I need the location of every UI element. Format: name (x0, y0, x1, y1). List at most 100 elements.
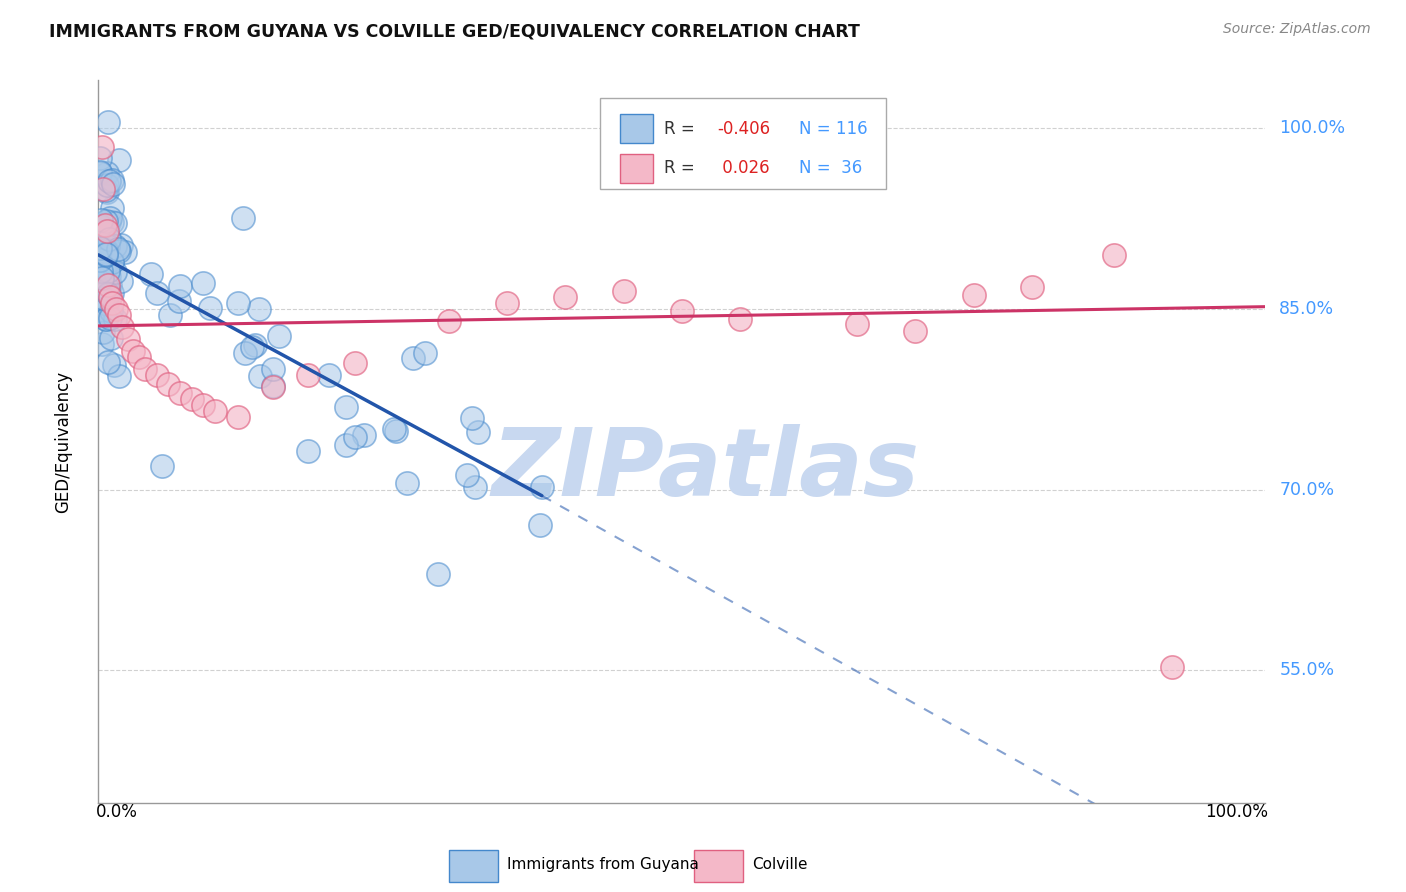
Point (89, 166, 111, 180)
Point (93, 236, 115, 251)
Text: N = 116: N = 116 (799, 120, 868, 137)
Text: Immigrants from Guyana: Immigrants from Guyana (508, 856, 699, 871)
Bar (449, 850, 498, 882)
Point (232, 211, 254, 225)
Point (91, 242, 114, 256)
Text: R =: R = (665, 160, 700, 178)
Point (90, 264, 112, 278)
Point (110, 237, 132, 252)
Point (1021, 280, 1043, 294)
Point (91, 291, 114, 305)
Point (90, 290, 112, 304)
FancyBboxPatch shape (600, 98, 886, 189)
Point (344, 430, 367, 444)
Point (204, 404, 226, 418)
Text: 100.0%: 100.0% (1279, 120, 1346, 137)
Point (318, 368, 340, 382)
Point (467, 425, 489, 440)
Point (413, 346, 436, 360)
Point (134, 362, 156, 376)
Point (91, 268, 114, 283)
Point (90, 139, 112, 153)
Point (111, 320, 134, 334)
Point (90, 251, 112, 265)
Point (104, 216, 127, 230)
Point (193, 276, 215, 290)
Point (94, 291, 117, 305)
Point (100, 285, 122, 300)
Point (94, 244, 117, 259)
Point (97, 115, 120, 129)
Point (297, 443, 319, 458)
Point (198, 301, 221, 316)
Point (335, 401, 357, 415)
Point (249, 369, 271, 384)
Point (94, 214, 117, 228)
Point (1161, 659, 1184, 673)
Point (962, 287, 984, 301)
Point (456, 468, 478, 483)
Point (382, 421, 405, 435)
Point (461, 411, 484, 425)
Point (89, 165, 111, 179)
Point (97, 174, 120, 188)
Point (233, 345, 256, 359)
Point (94, 245, 117, 260)
Point (107, 243, 129, 257)
Point (114, 245, 136, 260)
Text: Colville: Colville (752, 856, 807, 871)
Bar (620, 154, 652, 183)
Bar (693, 850, 742, 882)
Point (437, 314, 460, 328)
Point (385, 424, 408, 438)
Point (94, 270, 117, 285)
Point (100, 303, 122, 318)
Text: 55.0%: 55.0% (1279, 661, 1334, 680)
Point (228, 296, 250, 310)
Bar (620, 114, 652, 143)
Point (139, 267, 162, 281)
Text: N =  36: N = 36 (799, 160, 862, 178)
Point (180, 392, 202, 407)
Point (464, 480, 486, 494)
Text: 85.0%: 85.0% (1279, 300, 1334, 318)
Point (262, 380, 284, 394)
Point (101, 201, 124, 215)
Text: 100.0%: 100.0% (1205, 803, 1268, 821)
Point (98, 311, 121, 326)
Point (169, 279, 191, 293)
Text: R =: R = (665, 120, 700, 137)
Point (96, 248, 118, 262)
Point (89, 302, 111, 317)
Point (846, 317, 869, 331)
Point (262, 362, 284, 376)
Point (101, 254, 124, 268)
Text: IMMIGRANTS FROM GUYANA VS COLVILLE GED/EQUIVALENCY CORRELATION CHART: IMMIGRANTS FROM GUYANA VS COLVILLE GED/E… (49, 22, 860, 40)
Point (94, 243, 117, 257)
Point (247, 301, 270, 316)
Point (108, 153, 131, 168)
Point (613, 284, 636, 298)
Point (89, 241, 111, 255)
Point (108, 244, 131, 259)
Point (97, 264, 120, 278)
Point (96, 297, 118, 311)
Point (96, 224, 118, 238)
Point (104, 312, 127, 326)
Point (97, 286, 120, 301)
Point (90, 213, 112, 227)
Point (243, 338, 266, 352)
Point (297, 368, 319, 383)
Point (93, 224, 115, 238)
Point (91, 271, 114, 285)
Point (335, 438, 357, 452)
Point (228, 410, 250, 425)
Point (108, 369, 131, 384)
Y-axis label: GED/Equivalency: GED/Equivalency (53, 370, 72, 513)
Point (103, 239, 125, 253)
Point (150, 458, 173, 473)
Point (426, 567, 449, 582)
Point (98, 277, 121, 292)
Text: -0.406: -0.406 (717, 120, 770, 137)
Point (94, 218, 117, 232)
